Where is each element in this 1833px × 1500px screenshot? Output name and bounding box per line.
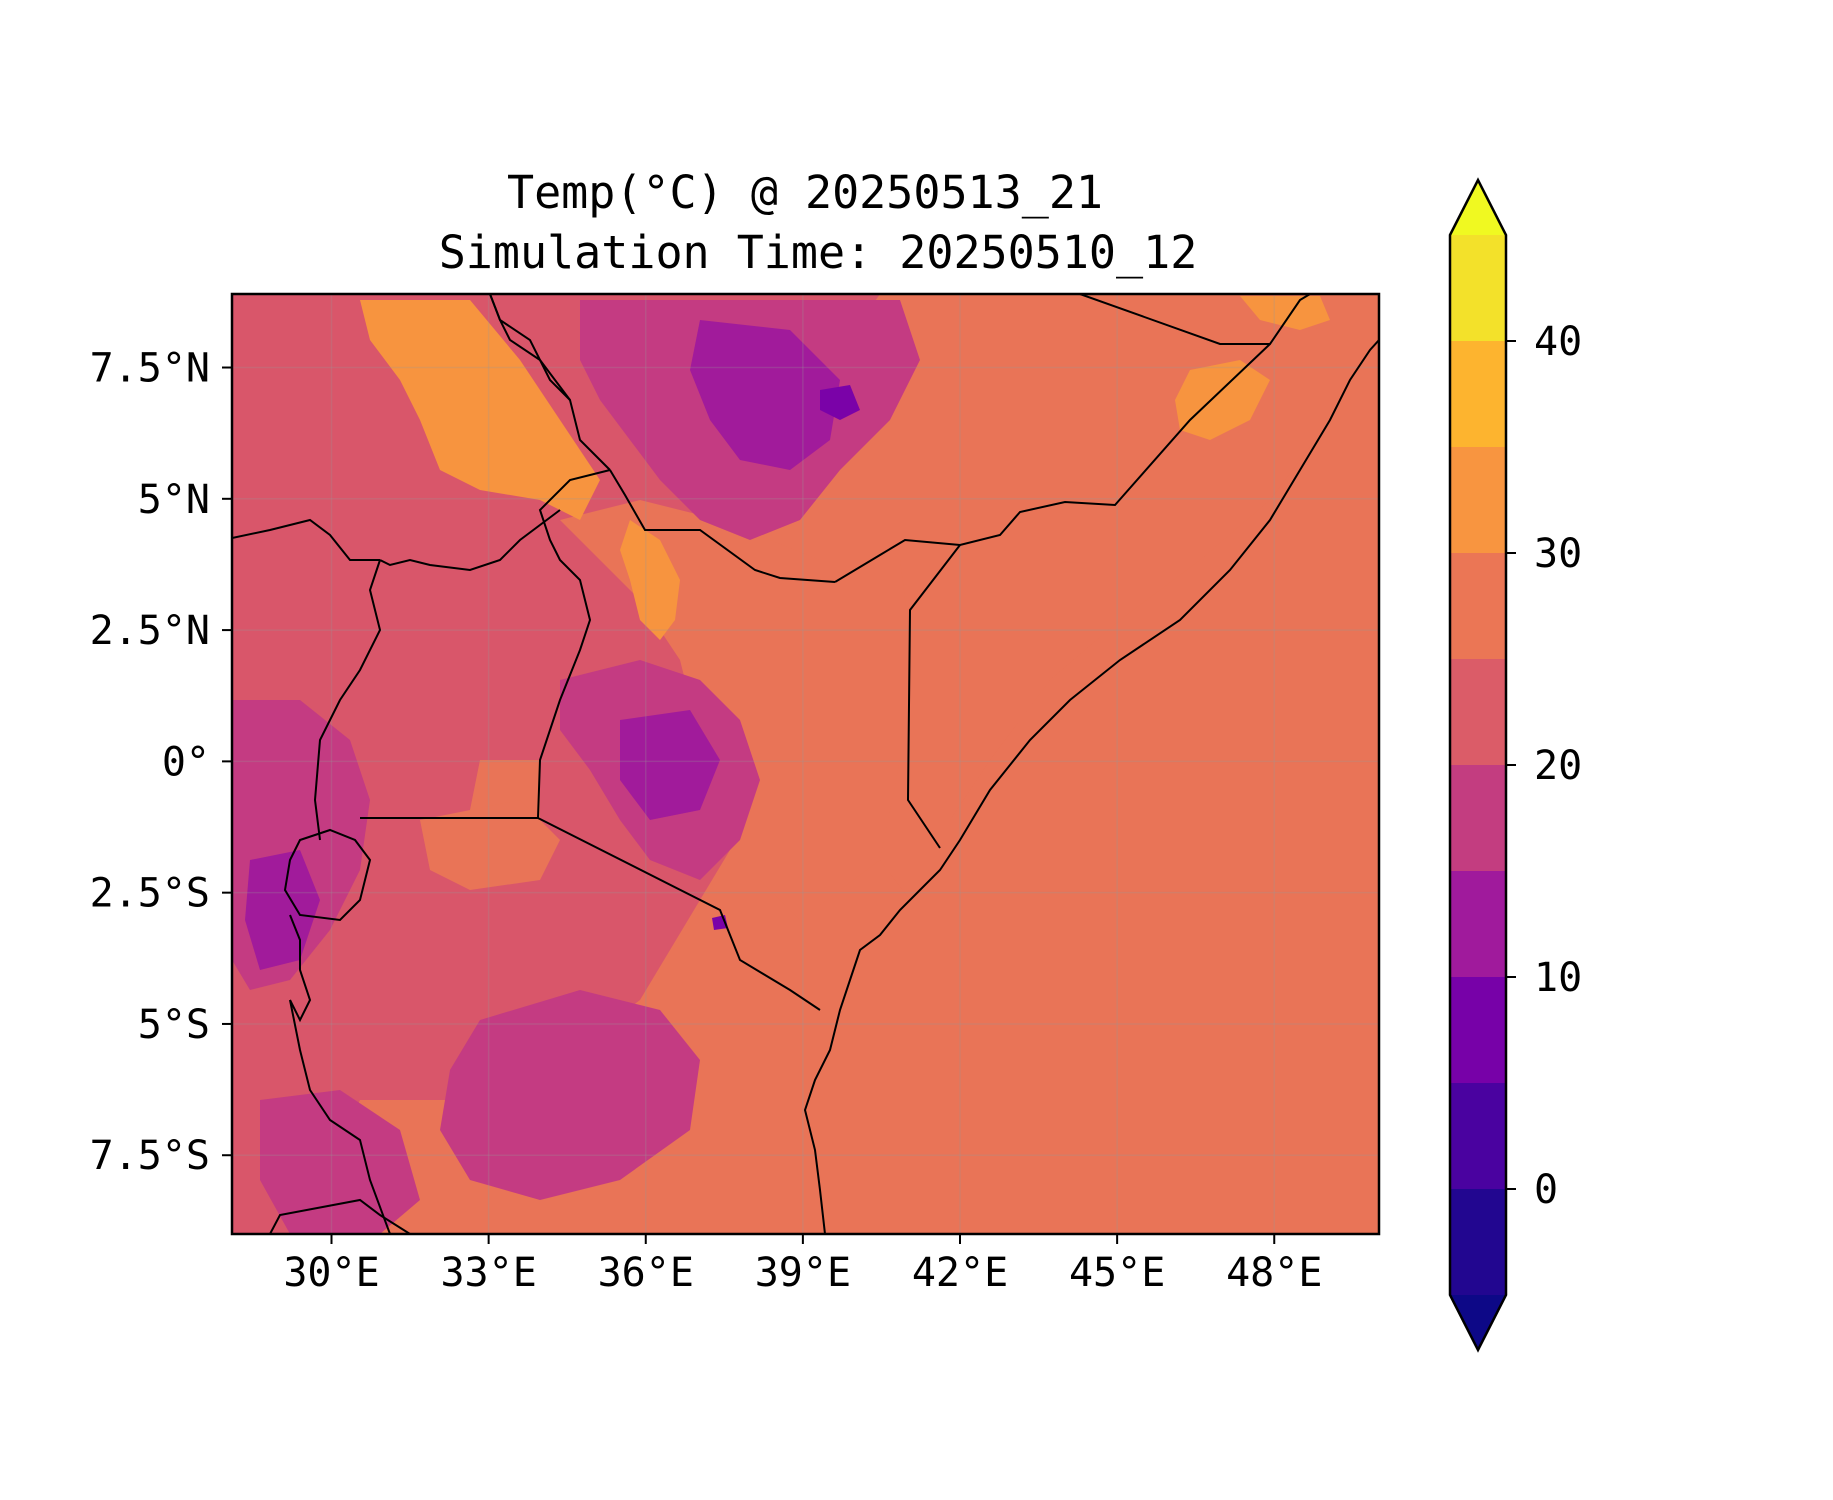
colorbar-segment [1450, 235, 1506, 341]
lon-tick-label: 33°E [440, 1250, 536, 1296]
lat-tick-label: 5°N [138, 477, 210, 523]
border-uganda-kenya [537, 469, 611, 819]
colorbar-segment [1450, 659, 1506, 765]
border-kenya-somalia [906, 544, 961, 849]
lon-tick-label: 45°E [1069, 1250, 1165, 1296]
border-south-sudan [489, 294, 611, 471]
border-kenya-ethiopia [609, 469, 836, 583]
border-drc-south-sudan [232, 518, 380, 561]
map-title-line1: Temp(°C) @ 20250513_21 [507, 166, 1103, 219]
lat-tick-label: 7.5°N [90, 346, 210, 392]
border-rwanda-burundi [283, 828, 372, 922]
colorbar-tick-label: 0 [1534, 1167, 1558, 1213]
lon-tick-label: 39°E [755, 1250, 851, 1296]
lon-tick-label: 36°E [598, 1250, 694, 1296]
country-borders [232, 294, 1379, 1234]
border-uganda-south-sudan [379, 509, 561, 572]
hot-zone-tanzania [420, 800, 560, 890]
colorbar-segment [1450, 1189, 1506, 1295]
border-somalia-ethiopia-inner [834, 343, 1271, 583]
map-title-line2: Simulation Time: 20250510_12 [439, 226, 1198, 279]
cool-zone-tanzania-south [440, 990, 700, 1200]
colorbar-segment [1450, 1083, 1506, 1189]
lon-tick-label: 30°E [283, 1250, 379, 1296]
lat-tick-label: 5°S [138, 1002, 210, 1048]
cold-zone-congo [245, 850, 320, 970]
graticule [232, 294, 1379, 1234]
colorbar-extend-min [1450, 1295, 1506, 1350]
coastline-east-africa [803, 339, 1379, 1234]
hot-zone-turkana [620, 520, 680, 640]
hot-zone-gulf [1240, 296, 1330, 330]
colorbar-segment [1450, 341, 1506, 447]
border-burundi [289, 914, 312, 1023]
colorbar-segment [1450, 553, 1506, 659]
colorbar-tick-label: 30 [1534, 531, 1582, 577]
hot-zone-horn-north [1175, 360, 1270, 440]
border-south-sudan-ethiopia-west [489, 294, 571, 401]
colorbar-segment [1450, 765, 1506, 871]
colorbar-tick-label: 10 [1534, 955, 1582, 1001]
lat-tick-label: 2.5°S [90, 871, 210, 917]
colorbar: 0 10 20 30 40 [1448, 177, 1582, 1353]
lat-tick-label: 2.5°N [90, 608, 210, 654]
coldest-zone-ethiopia [820, 385, 860, 420]
lon-tick-label: 42°E [912, 1250, 1008, 1296]
lon-tick-label: 48°E [1226, 1250, 1322, 1296]
lat-tick-label: 0° [162, 739, 210, 785]
longitude-axis: 30°E 33°E 36°E 39°E 42°E 45°E 48°E [283, 1234, 1322, 1296]
colorbar-tick-label: 20 [1534, 743, 1582, 789]
border-drc-uganda [313, 559, 382, 841]
border-tanzania-zambia [269, 1198, 411, 1234]
colorbar-segment [1450, 871, 1506, 977]
lat-tick-label: 7.5°S [90, 1133, 210, 1179]
hot-zone-south-sudan [360, 300, 600, 520]
colorbar-segment [1450, 977, 1506, 1083]
colorbar-tick-label: 40 [1534, 319, 1582, 365]
map-panel [232, 294, 1379, 1234]
colorbar-extend-max [1450, 180, 1506, 235]
border-kenya-tanzania [537, 817, 821, 1011]
cold-zone-ethiopia [690, 320, 840, 470]
cool-zone-malawi [260, 1090, 420, 1234]
colorbar-outline [1448, 177, 1508, 1353]
map-frame [230, 292, 1381, 1236]
latitude-axis: 7.5°N 5°N 2.5°N 0° 2.5°S 5°S 7.5°S [90, 346, 232, 1179]
cold-zone-kenya [620, 710, 720, 820]
colorbar-segment [1450, 447, 1506, 553]
border-lake-tanganyika [289, 999, 391, 1234]
